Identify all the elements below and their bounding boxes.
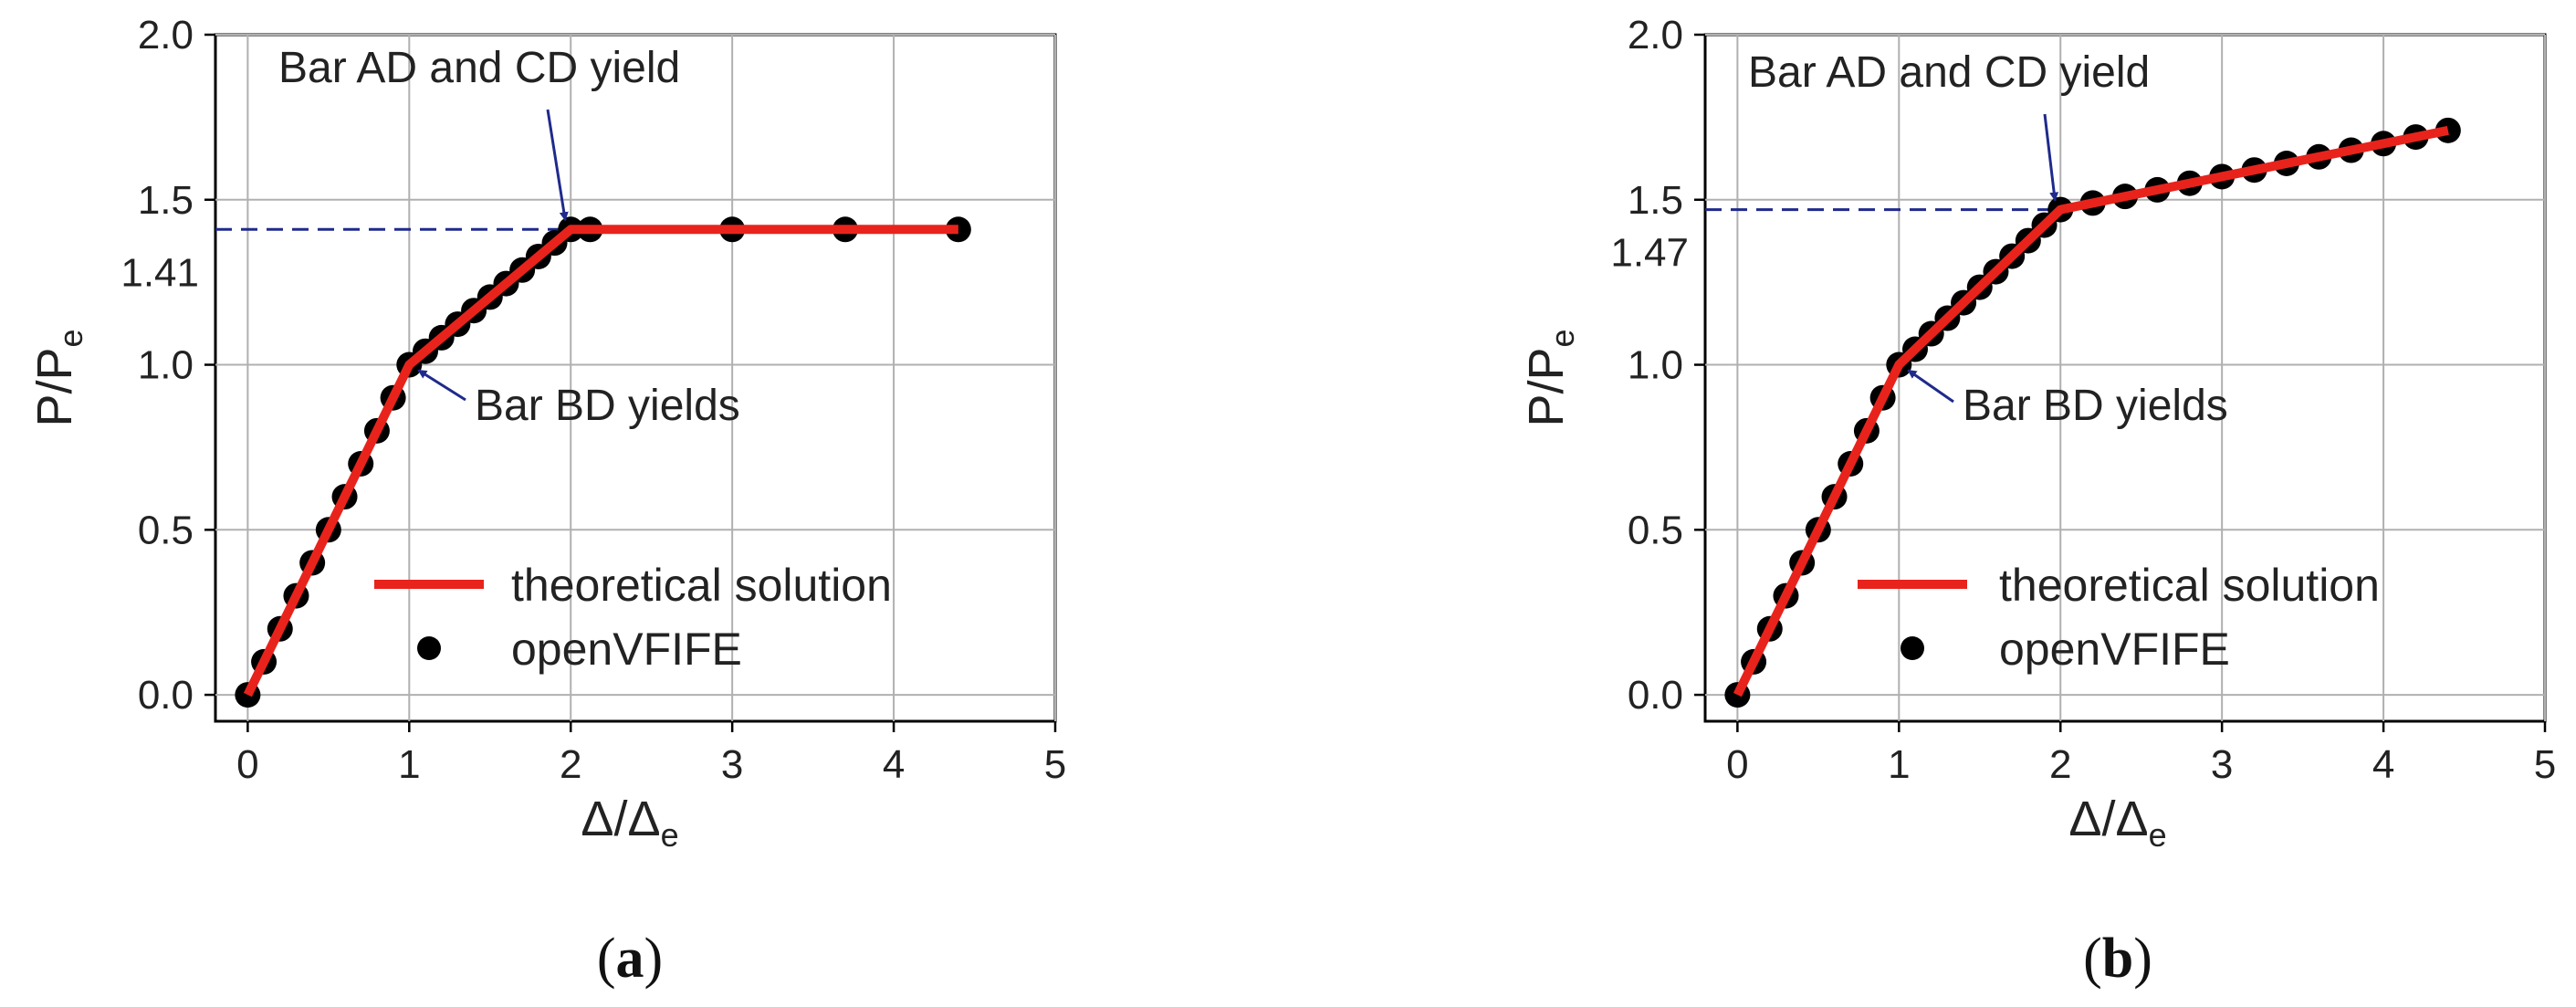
legend-point-swatch bbox=[1901, 636, 1924, 660]
legend-label-theoretical: theoretical solution bbox=[1999, 560, 2380, 611]
y-tick-label: 2.0 bbox=[1628, 13, 1683, 58]
legend-label-theoretical: theoretical solution bbox=[511, 560, 892, 611]
y-tick-label: 0.0 bbox=[138, 673, 194, 718]
x-tick-label: 2 bbox=[2049, 742, 2071, 787]
annotations: Bar AD and CD yield Bar BD yields bbox=[1748, 48, 2228, 430]
reference-value-label: 1.47 bbox=[1610, 231, 1689, 276]
legend-point-swatch bbox=[417, 636, 441, 660]
x-tick-labels: 0 1 2 3 4 5 bbox=[236, 721, 1066, 787]
annotation-arrow-ad-cd bbox=[2043, 113, 2059, 202]
annotation-arrow-bd bbox=[417, 369, 466, 402]
annotations: Bar AD and CD yield Bar BD yields bbox=[278, 44, 740, 430]
x-tick-label: 3 bbox=[2211, 742, 2233, 787]
x-axis-label: Δ/Δe bbox=[581, 792, 678, 854]
y-tick-label: 2.0 bbox=[138, 13, 194, 58]
y-tick-labels: 0.0 0.5 1.0 1.5 2.0 bbox=[138, 13, 215, 718]
x-tick-label: 0 bbox=[1726, 742, 1748, 787]
y-tick-labels: 0.0 0.5 1.0 1.5 2.0 bbox=[1628, 13, 1705, 718]
x-tick-labels: 0 1 2 3 4 5 bbox=[1726, 721, 2556, 787]
panel-caption: (a) bbox=[597, 928, 663, 990]
gridlines bbox=[215, 34, 1056, 721]
legend: theoretical solution openVFIFE bbox=[374, 560, 892, 675]
y-tick-label: 0.5 bbox=[1628, 508, 1683, 552]
annotation-arrow-bd bbox=[1907, 369, 1954, 404]
chart-panel-a: 0 1 2 3 4 5 0.0 0.5 1.0 1.5 2.0 1.41 Bar AD and C… bbox=[27, 13, 1066, 990]
y-axis-label: P/Pe bbox=[27, 329, 89, 426]
legend: theoretical solution openVFIFE bbox=[1858, 560, 2380, 675]
y-tick-label: 0.0 bbox=[1628, 673, 1683, 718]
panel-caption: (b) bbox=[2083, 928, 2152, 990]
annotation-ad-cd-yield: Bar AD and CD yield bbox=[1748, 48, 2150, 97]
y-tick-label: 1.5 bbox=[1628, 178, 1683, 223]
y-axis-label: P/Pe bbox=[1519, 329, 1581, 426]
legend-label-openvfife: openVFIFE bbox=[1999, 624, 2230, 675]
x-tick-label: 2 bbox=[560, 742, 581, 787]
x-tick-label: 1 bbox=[398, 742, 420, 787]
theoretical-solution-line bbox=[243, 225, 958, 698]
chart-panel-b: 0 1 2 3 4 5 0.0 0.5 1.0 1.5 2.0 1.47 Bar AD and C… bbox=[1519, 13, 2556, 990]
annotation-arrow-ad-cd bbox=[546, 109, 569, 222]
x-tick-label: 5 bbox=[1044, 742, 1066, 787]
plot-frame bbox=[214, 33, 1057, 723]
x-tick-label: 5 bbox=[2534, 742, 2556, 787]
x-tick-label: 4 bbox=[883, 742, 905, 787]
annotation-ad-cd-yield: Bar AD and CD yield bbox=[278, 44, 680, 92]
y-tick-label: 1.0 bbox=[138, 343, 194, 388]
y-tick-label: 1.5 bbox=[138, 178, 194, 223]
x-tick-label: 0 bbox=[236, 742, 258, 787]
reference-value-label: 1.41 bbox=[120, 250, 199, 295]
y-tick-label: 0.5 bbox=[138, 508, 194, 552]
annotation-bd-yields: Bar BD yields bbox=[475, 382, 740, 430]
legend-label-openvfife: openVFIFE bbox=[511, 624, 742, 675]
y-tick-label: 1.0 bbox=[1628, 343, 1683, 388]
x-axis-label: Δ/Δe bbox=[2068, 792, 2166, 854]
theoretical-solution-line bbox=[1733, 125, 2449, 698]
annotation-bd-yields: Bar BD yields bbox=[1963, 382, 2228, 430]
x-tick-label: 3 bbox=[721, 742, 743, 787]
x-tick-label: 1 bbox=[1888, 742, 1910, 787]
x-tick-label: 4 bbox=[2372, 742, 2394, 787]
